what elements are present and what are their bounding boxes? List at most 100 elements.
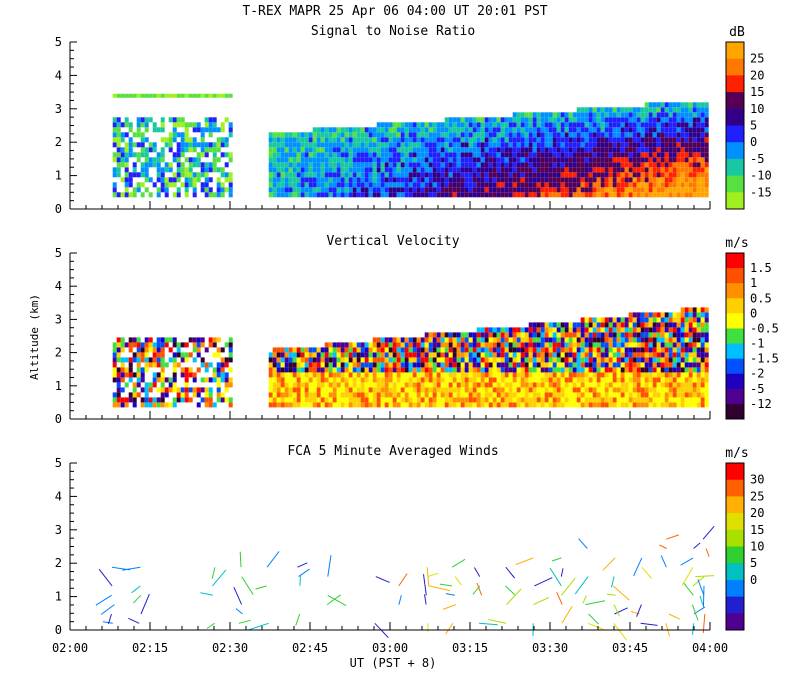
heatmap-cell: [316, 127, 321, 133]
heatmap-cell: [656, 122, 661, 128]
wind-barb: [426, 567, 430, 587]
heatmap-cell: [456, 127, 461, 133]
heatmap-cell: [332, 127, 337, 133]
heatmap-cell: [228, 172, 233, 178]
heatmap-cell: [628, 137, 633, 143]
heatmap-cell: [508, 157, 513, 163]
heatmap-cell: [368, 127, 373, 133]
heatmap-cell: [640, 352, 645, 358]
heatmap-cell: [160, 402, 165, 408]
heatmap-cell: [564, 127, 569, 133]
heatmap-cell: [272, 192, 277, 198]
heatmap-cell: [128, 122, 133, 128]
heatmap-cell: [508, 187, 513, 193]
heatmap-cell: [160, 342, 165, 348]
heatmap-cell: [704, 177, 709, 183]
heatmap-cell: [388, 347, 393, 353]
heatmap-cell: [344, 157, 349, 163]
heatmap-cell: [156, 152, 161, 158]
heatmap-cell: [548, 132, 553, 138]
heatmap-cell: [224, 377, 229, 383]
heatmap-cell: [492, 192, 497, 198]
heatmap-cell: [572, 147, 577, 153]
heatmap-cell: [436, 162, 441, 168]
heatmap-cell: [288, 142, 293, 148]
heatmap-cell: [228, 177, 233, 183]
heatmap-cell: [316, 152, 321, 158]
heatmap-cell: [272, 387, 277, 393]
heatmap-cell: [572, 132, 577, 138]
heatmap-cell: [364, 387, 369, 393]
heatmap-cell: [384, 362, 389, 368]
heatmap-cell: [348, 152, 353, 158]
heatmap-cell: [172, 157, 177, 163]
heatmap-cell: [452, 357, 457, 363]
heatmap-cell: [624, 127, 629, 133]
heatmap-cell: [452, 162, 457, 168]
heatmap-cell: [700, 147, 705, 153]
heatmap-cell: [176, 342, 181, 348]
heatmap-cell: [136, 127, 141, 133]
heatmap-cell: [580, 402, 585, 408]
heatmap-cell: [480, 342, 485, 348]
heatmap-cell: [364, 357, 369, 363]
heatmap-cell: [676, 122, 681, 128]
heatmap-cell: [684, 102, 689, 108]
heatmap-cell: [600, 337, 605, 343]
heatmap-cell: [484, 362, 489, 368]
heatmap-cell: [504, 127, 509, 133]
heatmap-cell: [356, 182, 361, 188]
heatmap-cell: [556, 372, 561, 378]
heatmap-cell: [524, 377, 529, 383]
heatmap-cell: [284, 167, 289, 173]
heatmap-cell: [180, 167, 185, 173]
heatmap-cell: [596, 342, 601, 348]
heatmap-cell: [560, 192, 565, 198]
heatmap-cell: [508, 357, 513, 363]
heatmap-cell: [268, 392, 273, 398]
heatmap-cell: [696, 327, 701, 333]
heatmap-cell: [460, 362, 465, 368]
heatmap-cell: [352, 182, 357, 188]
heatmap-cell: [600, 347, 605, 353]
heatmap-cell: [316, 377, 321, 383]
heatmap-cell: [600, 392, 605, 398]
heatmap-cell: [120, 372, 125, 378]
heatmap-cell: [500, 392, 505, 398]
heatmap-cell: [672, 192, 677, 198]
heatmap-cell: [528, 392, 533, 398]
heatmap-cell: [572, 122, 577, 128]
heatmap-cell: [544, 322, 549, 328]
heatmap-cell: [552, 122, 557, 128]
heatmap-cell: [312, 137, 317, 143]
heatmap-cell: [696, 387, 701, 393]
heatmap-cell: [300, 182, 305, 188]
heatmap-cell: [512, 342, 517, 348]
heatmap-cell: [136, 182, 141, 188]
heatmap-cell: [628, 332, 633, 338]
heatmap-cell: [676, 362, 681, 368]
heatmap-cell: [684, 127, 689, 133]
heatmap-cell: [308, 367, 313, 373]
heatmap-cell: [380, 137, 385, 143]
heatmap-cell: [392, 352, 397, 358]
heatmap-cell: [208, 132, 213, 138]
heatmap-cell: [316, 132, 321, 138]
heatmap-cell: [452, 167, 457, 173]
heatmap-cell: [180, 152, 185, 158]
heatmap-cell: [440, 127, 445, 133]
wind-barb: [298, 568, 310, 578]
heatmap-cell: [132, 387, 137, 393]
heatmap-cell: [568, 342, 573, 348]
heatmap-cell: [668, 367, 673, 373]
heatmap-cell: [696, 322, 701, 328]
heatmap-cell: [112, 342, 117, 348]
heatmap-cell: [628, 387, 633, 393]
heatmap-cell: [624, 337, 629, 343]
heatmap-cell: [364, 402, 369, 408]
heatmap-cell: [460, 372, 465, 378]
heatmap-cell: [188, 157, 193, 163]
heatmap-cell: [476, 147, 481, 153]
heatmap-cell: [328, 177, 333, 183]
heatmap-cell: [476, 397, 481, 403]
